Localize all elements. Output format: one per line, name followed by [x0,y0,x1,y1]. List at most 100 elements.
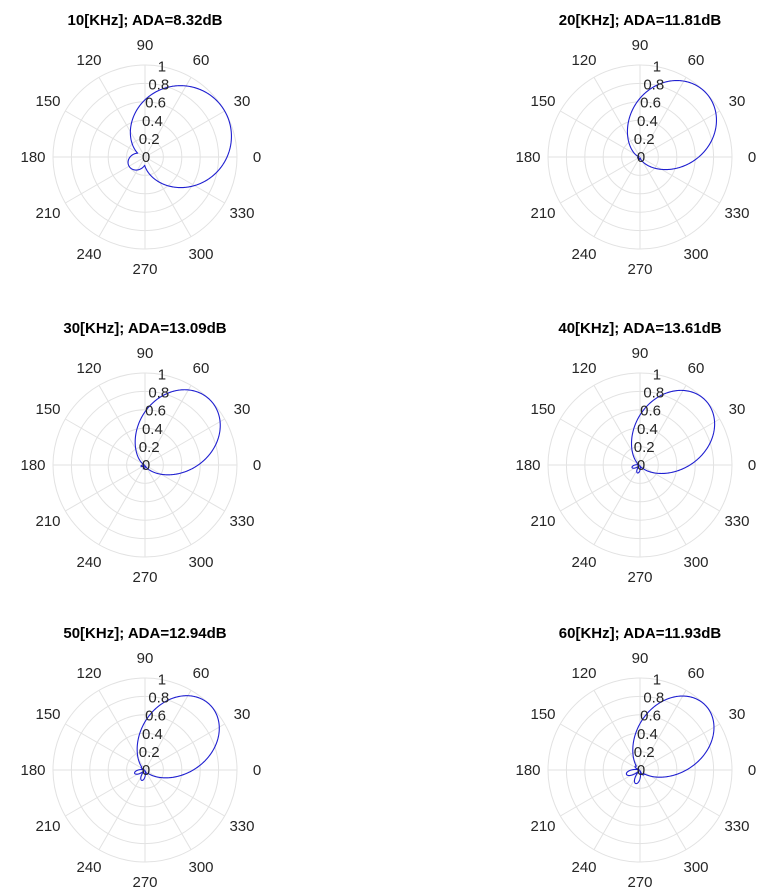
angle-tick-label: 240 [571,554,596,571]
polar-plot: 50[KHz]; ADA=12.94dB 0 30 60 90 120 150 180 210 2… [20,625,261,890]
angle-tick-label: 300 [188,859,213,876]
angle-tick-label: 180 [515,457,540,474]
angle-tick-label: 240 [76,554,101,571]
angle-tick-label: 240 [571,859,596,876]
angle-tick-label: 270 [132,569,157,586]
angle-tick-label: 120 [571,665,596,682]
radius-tick-label: 0.4 [142,113,163,130]
pattern-line [134,389,221,476]
radius-tick-label: 0 [637,762,645,779]
radius-tick-label: 0.4 [637,421,658,438]
angle-tick-label: 0 [748,762,756,779]
angle-tick-label: 120 [571,360,596,377]
grid-spoke [98,769,146,850]
grid-spoke [560,723,641,771]
angle-tick-label: 90 [632,37,649,54]
radius-tick-label: 0.8 [148,77,169,94]
angle-tick-label: 60 [193,360,210,377]
grid-spoke [639,385,687,466]
angle-tick-label: 0 [748,457,756,474]
grid-spoke [639,110,720,158]
plot-title: 50[KHz]; ADA=12.94dB [63,625,226,642]
radius-tick-label: 0.6 [640,708,661,725]
angle-tick-label: 90 [632,650,649,667]
angle-tick-label: 150 [35,93,60,110]
angle-tick-label: 270 [132,874,157,890]
grid-spoke [98,464,146,545]
grid-spoke [593,464,641,545]
grid-spoke [639,77,687,158]
angle-tick-label: 150 [530,401,555,418]
grid-spoke [593,769,641,850]
angle-tick-label: 210 [530,513,555,530]
radius-tick-label: 0.2 [634,439,655,456]
angle-tick-label: 0 [253,457,261,474]
plot-title: 10[KHz]; ADA=8.32dB [68,12,223,29]
grid-spoke [144,110,225,158]
grid-spoke [593,156,641,237]
angle-tick-label: 90 [632,345,649,362]
plot-title: 40[KHz]; ADA=13.61dB [558,320,721,337]
radius-tick-label: 0.6 [640,95,661,112]
angle-tick-label: 60 [688,665,705,682]
grid-spoke [98,77,146,158]
angle-tick-label: 90 [137,37,154,54]
grid-spoke [65,723,146,771]
angle-tick-label: 150 [35,401,60,418]
radius-tick-label: 1 [158,58,166,75]
angle-tick-label: 270 [627,261,652,278]
angle-tick-label: 30 [729,93,746,110]
angle-tick-label: 120 [76,665,101,682]
angle-tick-label: 120 [76,360,101,377]
polar-plot: 10[KHz]; ADA=8.32dB 0 30 60 90 120 150 180 210 24… [20,12,261,278]
grid-spoke [639,723,720,771]
grid-spoke [144,385,192,466]
grid-spoke [144,464,192,545]
angle-tick-label: 270 [132,261,157,278]
angle-tick-label: 120 [571,52,596,69]
radius-tick-label: 0 [142,149,150,166]
grid-spoke [639,156,687,237]
pattern-line [134,695,220,781]
grid-spoke [639,464,687,545]
grid-spoke [144,156,225,204]
grid-spoke [65,156,146,204]
angle-tick-label: 180 [515,762,540,779]
radius-tick-label: 0.4 [142,421,163,438]
grid-spoke [144,418,225,466]
angle-tick-label: 0 [253,762,261,779]
angle-tick-label: 330 [724,513,749,530]
plot-title: 20[KHz]; ADA=11.81dB [559,12,722,29]
angle-tick-label: 330 [724,818,749,835]
radius-tick-label: 0.8 [148,690,169,707]
grid-spoke [144,77,192,158]
angle-tick-label: 180 [20,457,45,474]
angle-tick-label: 60 [688,52,705,69]
radius-tick-label: 0.6 [145,403,166,420]
radius-tick-label: 0.8 [643,690,664,707]
angle-tick-label: 90 [137,650,154,667]
angle-tick-label: 240 [571,246,596,263]
grid-spoke [65,418,146,466]
radius-tick-label: 0 [637,457,645,474]
angle-tick-label: 60 [193,52,210,69]
plot-title: 60[KHz]; ADA=11.93dB [559,625,722,642]
angle-tick-label: 0 [253,149,261,166]
grid-spoke [144,769,192,850]
angle-tick-label: 240 [76,859,101,876]
angle-tick-label: 60 [193,665,210,682]
polar-plot: 60[KHz]; ADA=11.93dB 0 30 60 90 120 150 180 210 2… [515,625,756,890]
grid-spoke [639,156,720,204]
angle-tick-label: 90 [137,345,154,362]
angle-tick-label: 330 [229,205,254,222]
radius-tick-label: 0.8 [643,77,664,94]
radius-tick-label: 0.6 [145,95,166,112]
angle-tick-label: 270 [627,569,652,586]
angle-tick-label: 150 [530,93,555,110]
angle-tick-label: 330 [724,205,749,222]
pattern-line [626,79,718,171]
angle-tick-label: 30 [234,401,251,418]
angle-tick-label: 30 [729,706,746,723]
angle-tick-label: 150 [530,706,555,723]
grid-spoke [98,385,146,466]
